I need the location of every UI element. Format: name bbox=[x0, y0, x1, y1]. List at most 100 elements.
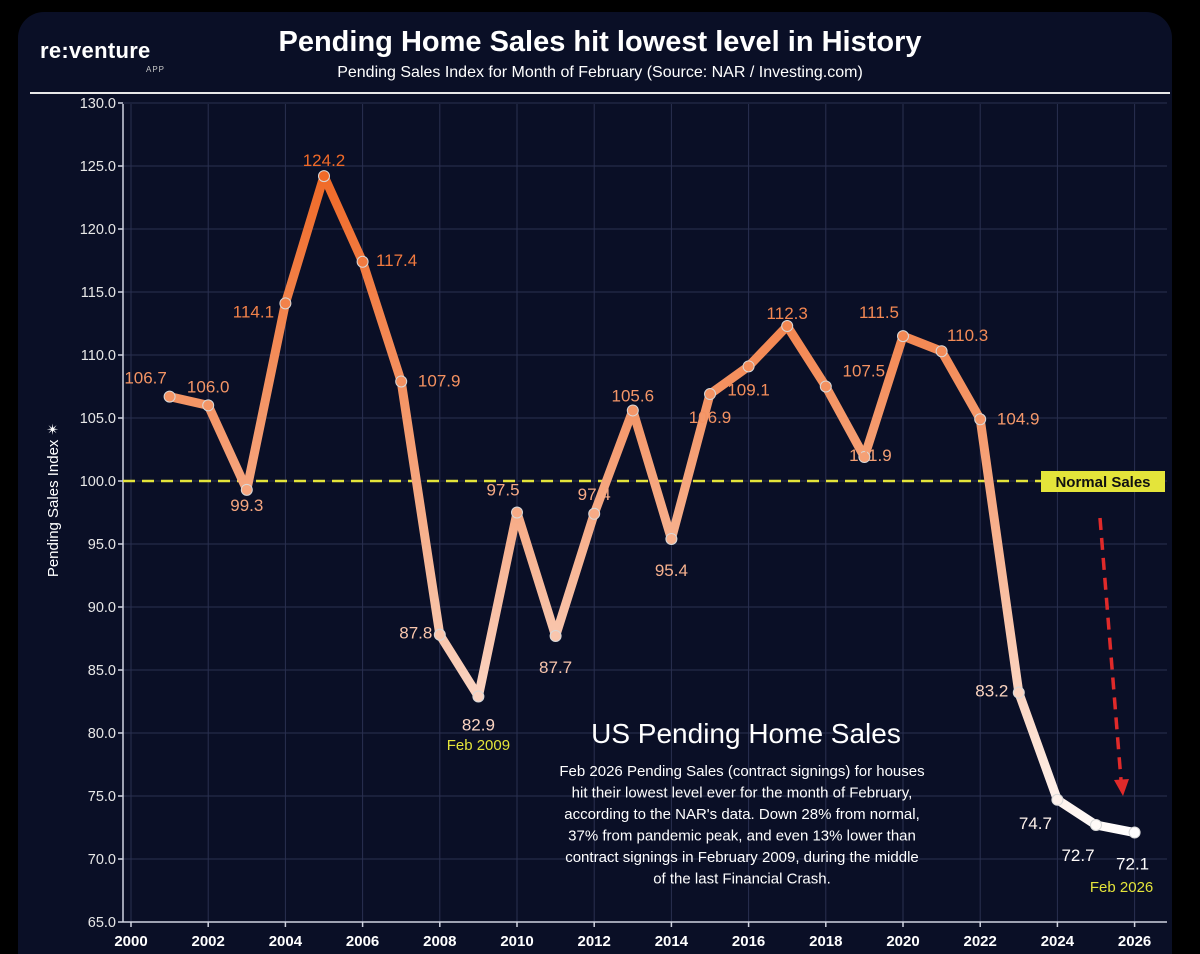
y-tick-label: 130.0 bbox=[80, 96, 116, 112]
data-label: 106.9 bbox=[689, 408, 732, 427]
data-label: 105.6 bbox=[612, 386, 655, 405]
line-segment bbox=[358, 257, 406, 386]
data-point bbox=[897, 330, 909, 343]
y-tick-label: 115.0 bbox=[81, 285, 116, 301]
y-tick-label: 120.0 bbox=[80, 222, 116, 238]
x-tick-label: 2014 bbox=[655, 933, 689, 950]
data-label: 87.8 bbox=[399, 624, 432, 643]
data-point bbox=[974, 413, 987, 426]
line-segment bbox=[203, 400, 252, 495]
y-tick-label: 70.0 bbox=[88, 852, 116, 868]
line-segment bbox=[1014, 688, 1062, 805]
x-tick-label: 2018 bbox=[809, 933, 842, 950]
annotation-feb-2009: Feb 2009 bbox=[447, 737, 510, 754]
x-tick-label: 2022 bbox=[964, 933, 997, 950]
callout-line: according to the NAR's data. Down 28% fr… bbox=[564, 806, 920, 823]
logo-sub: APP bbox=[146, 65, 166, 74]
callout-line: of the last Financial Crash. bbox=[653, 871, 831, 888]
line-segment bbox=[628, 405, 676, 544]
data-point bbox=[626, 404, 639, 417]
line-segment bbox=[1052, 795, 1101, 830]
line-segment bbox=[396, 376, 445, 640]
y-tick-label: 95.0 bbox=[88, 537, 116, 553]
line-segment bbox=[898, 331, 947, 356]
data-label: 72.7 bbox=[1061, 846, 1094, 865]
data-label: 99.3 bbox=[230, 496, 263, 515]
y-tick-label: 75.0 bbox=[88, 789, 116, 805]
data-label: 95.4 bbox=[655, 561, 688, 580]
y-tick-label: 100.0 bbox=[80, 474, 116, 490]
x-tick-label: 2002 bbox=[192, 933, 225, 950]
line-segment bbox=[280, 171, 329, 308]
line-segment bbox=[859, 331, 908, 462]
data-label: 104.9 bbox=[997, 409, 1040, 428]
callout-line: hit their lowest level ever for the mont… bbox=[572, 785, 913, 802]
data-point bbox=[549, 629, 562, 642]
line-segment bbox=[821, 382, 869, 462]
data-label: 109.1 bbox=[727, 380, 770, 399]
x-tick-label: 2016 bbox=[732, 933, 765, 950]
data-label: 114.1 bbox=[233, 302, 274, 321]
x-tick-label: 2026 bbox=[1118, 933, 1151, 950]
line-segment bbox=[1091, 820, 1140, 838]
data-point bbox=[279, 297, 292, 310]
data-point bbox=[588, 507, 601, 520]
data-point bbox=[1051, 793, 1064, 806]
y-tick-label: 90.0 bbox=[88, 600, 116, 616]
data-label: 101.9 bbox=[849, 446, 892, 465]
x-tick-label: 2000 bbox=[114, 933, 147, 950]
callout-heading: US Pending Home Sales bbox=[591, 718, 901, 749]
data-point bbox=[433, 628, 446, 641]
line-segment bbox=[975, 414, 1024, 698]
data-label: 82.9 bbox=[462, 715, 495, 734]
line-segment bbox=[589, 405, 638, 519]
data-points bbox=[163, 170, 1141, 839]
data-label: 97.5 bbox=[486, 481, 519, 500]
chart-frame bbox=[18, 12, 1172, 954]
x-tick-label: 2020 bbox=[886, 933, 919, 950]
data-point bbox=[163, 390, 176, 403]
callout-line: contract signings in February 2009, duri… bbox=[565, 849, 919, 866]
x-tick-label: 2010 bbox=[500, 933, 533, 950]
normal-sales-badge bbox=[1041, 471, 1165, 492]
data-point bbox=[935, 345, 948, 358]
callout-line: 37% from pandemic peak, and even 13% low… bbox=[568, 828, 916, 845]
logo-brand: re:venture bbox=[40, 38, 151, 63]
y-tick-label: 65.0 bbox=[88, 915, 116, 931]
data-labels: 106.7 106.0 99.3 114.1 124.2 117.4 107.9 87.8 82… bbox=[124, 151, 1149, 873]
line-segment bbox=[512, 508, 561, 641]
line-segment bbox=[242, 298, 290, 495]
data-point bbox=[1128, 826, 1141, 839]
chart-title: Pending Home Sales hit lowest level in H… bbox=[278, 26, 922, 58]
data-label: 111.5 bbox=[859, 303, 899, 322]
data-point bbox=[511, 506, 523, 519]
y-tick-label: 80.0 bbox=[88, 726, 116, 742]
y-tick-label: 110.0 bbox=[81, 348, 116, 364]
y-tick-label: 125.0 bbox=[80, 159, 116, 175]
line-segment bbox=[319, 171, 368, 267]
data-point bbox=[202, 399, 215, 412]
decline-arrow-shaft bbox=[1098, 517, 1123, 781]
data-label: 110.3 bbox=[947, 326, 988, 345]
data-point bbox=[742, 360, 755, 373]
data-label: 106.7 bbox=[124, 369, 167, 388]
data-point bbox=[781, 320, 794, 333]
data-label: 87.7 bbox=[539, 658, 572, 677]
chart-subtitle: Pending Sales Index for Month of Februar… bbox=[337, 64, 863, 81]
series-line bbox=[165, 171, 1140, 838]
x-tick-label: 2012 bbox=[578, 933, 611, 950]
data-label: 117.4 bbox=[376, 251, 417, 270]
line-segment bbox=[782, 321, 831, 391]
data-label: 107.5 bbox=[843, 362, 886, 381]
data-point bbox=[472, 690, 485, 703]
data-point bbox=[240, 483, 253, 496]
data-label: 74.7 bbox=[1019, 814, 1052, 833]
reventure-logo: re:venture APP bbox=[40, 38, 164, 74]
data-point bbox=[1012, 686, 1025, 699]
data-point bbox=[858, 451, 871, 464]
decline-arrow-head bbox=[1114, 779, 1129, 796]
data-label: 107.9 bbox=[418, 371, 461, 390]
annotation-feb-2026: Feb 2026 bbox=[1090, 879, 1153, 896]
data-point bbox=[1090, 818, 1102, 831]
line-segment bbox=[435, 630, 483, 701]
